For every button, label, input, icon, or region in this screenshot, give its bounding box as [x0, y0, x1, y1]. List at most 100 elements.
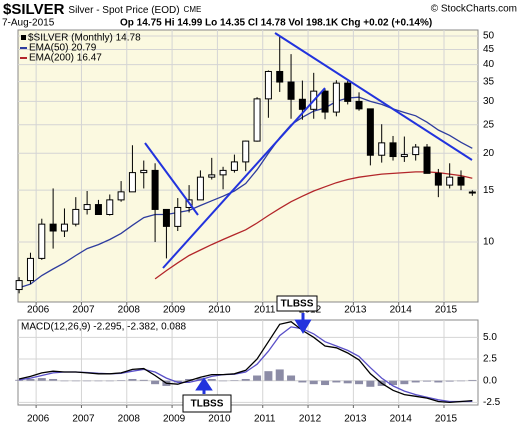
- histogram-bar: [230, 380, 239, 381]
- x-tick-label: 2013: [344, 414, 367, 425]
- annotation-box: [276, 295, 318, 312]
- histogram-bar: [400, 380, 409, 385]
- histogram-bar: [128, 378, 137, 381]
- legend-entry: EMA(50) 20.79: [29, 43, 97, 54]
- y-tick-label: 45: [483, 44, 495, 55]
- x-tick-label: 2009: [163, 305, 186, 316]
- histogram-bar: [241, 378, 250, 381]
- candle-body: [230, 161, 238, 171]
- legend-entry: EMA(200) 16.47: [29, 53, 102, 64]
- candle-body: [106, 199, 114, 215]
- histogram-bar: [139, 379, 148, 381]
- date: 7-Aug-2015: [2, 18, 55, 29]
- y-tick-label: 2.5: [483, 354, 497, 365]
- histogram-bar: [389, 380, 398, 386]
- candle-body: [389, 142, 397, 158]
- histogram-bar: [343, 380, 352, 384]
- candle-body: [332, 82, 340, 113]
- candle-body: [366, 108, 374, 156]
- candle-body: [468, 191, 476, 194]
- ema-line: [18, 96, 473, 289]
- ema-line: [154, 171, 473, 280]
- histogram-bar: [423, 380, 432, 382]
- macd-panel: [17, 319, 479, 406]
- annotation-label: TLBSS: [281, 299, 314, 310]
- x-tick-label: 2014: [390, 414, 413, 425]
- price-panel: [17, 29, 479, 303]
- y-tick-label: 15: [483, 185, 495, 196]
- histogram-bar: [321, 380, 330, 386]
- histogram-bar: [26, 378, 35, 381]
- candle-body: [208, 174, 216, 178]
- candle-body: [128, 172, 136, 193]
- histogram-bar: [253, 375, 262, 381]
- macd-line: [18, 320, 473, 404]
- candle-body: [378, 142, 386, 156]
- x-tick-label: 2011: [254, 414, 276, 425]
- candle-body: [355, 100, 363, 110]
- y-tick-label: 30: [483, 96, 495, 107]
- x-tick-label: 2009: [163, 414, 186, 425]
- histogram-bar: [309, 380, 318, 385]
- trendline: [274, 32, 473, 161]
- candle-body: [434, 172, 442, 186]
- histogram-bar: [468, 379, 477, 381]
- candle-body: [344, 82, 352, 102]
- candle-body: [400, 154, 408, 158]
- y-tick-label: -2.5: [483, 397, 501, 408]
- histogram-bar: [173, 380, 182, 383]
- candle-body: [321, 90, 329, 113]
- histogram-bar: [355, 380, 364, 385]
- annotation-box: [182, 394, 232, 413]
- x-tick-label: 2006: [27, 305, 50, 316]
- symbol: $SILVER: [3, 1, 65, 18]
- candle-body: [253, 98, 261, 142]
- histogram-bar: [71, 380, 80, 382]
- candle-body: [72, 208, 80, 225]
- histogram-bar: [60, 380, 69, 382]
- histogram-bar: [411, 380, 420, 383]
- histogram-bar: [15, 379, 24, 381]
- histogram-bar: [207, 378, 216, 381]
- histogram-bar: [457, 380, 466, 382]
- candle-body: [162, 208, 170, 227]
- plot: 2006200720082009201020112012201320142015…: [15, 30, 501, 425]
- histogram-bar: [264, 371, 273, 381]
- candle-body: [219, 169, 227, 176]
- y-tick-label: 25: [483, 119, 495, 130]
- x-tick-label: 2007: [72, 305, 95, 316]
- histogram-bar: [37, 378, 46, 381]
- candle-body: [174, 206, 182, 227]
- y-tick-label: 20: [483, 148, 495, 159]
- y-tick-label: 40: [483, 59, 495, 70]
- macd-label: MACD(12,26,9) -2.295, -2.382, 0.088: [21, 322, 187, 333]
- histogram-bar: [219, 380, 228, 382]
- candle-body: [412, 146, 420, 156]
- y-tick-label: 50: [483, 31, 495, 42]
- x-tick-label: 2010: [208, 414, 231, 425]
- histogram-bar: [298, 380, 307, 383]
- candle-body: [38, 223, 46, 259]
- histogram-bar: [94, 380, 103, 382]
- candle-body: [423, 146, 431, 174]
- candle-body: [15, 280, 23, 291]
- histogram-bar: [445, 380, 454, 382]
- x-tick-label: 2013: [344, 305, 367, 316]
- y-tick-label: 35: [483, 76, 495, 87]
- annotation-bottom: TLBSS: [182, 377, 232, 413]
- candle-body: [140, 169, 148, 174]
- source: © StockCharts.com: [431, 4, 517, 15]
- candle-body: [264, 70, 272, 100]
- annotation-arrow: [195, 377, 213, 394]
- histogram-bar: [185, 378, 194, 381]
- annotation-arrow: [294, 313, 312, 334]
- trendlines: [144, 32, 473, 269]
- candle-body: [446, 176, 454, 186]
- x-tick-label: 2008: [118, 414, 141, 425]
- histogram-bar: [434, 380, 443, 383]
- annotation-label: TLBSS: [191, 399, 224, 410]
- histogram-bar: [83, 380, 92, 382]
- annotation-top: TLBSS: [276, 295, 318, 334]
- subtitle: Silver - Spot Price (EOD): [68, 5, 179, 16]
